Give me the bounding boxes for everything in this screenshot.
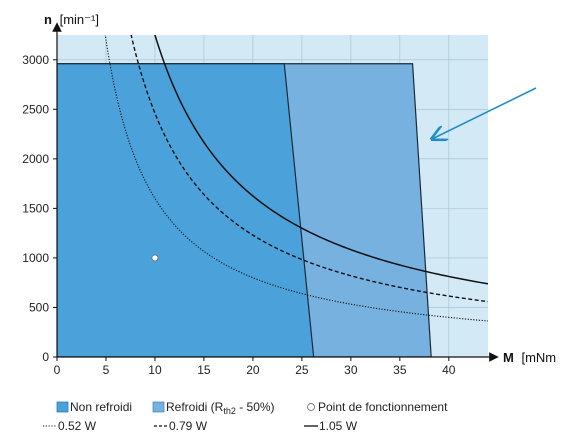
curve-1-05-W bbox=[154, 35, 488, 285]
y-tick-label: 1000 bbox=[22, 251, 49, 265]
legend: Non refroidi Refroidi (Rth2 - 50%) Point… bbox=[43, 400, 448, 433]
curve-0-52-W bbox=[104, 35, 488, 322]
legend-swatch-refroidi bbox=[152, 401, 165, 413]
annotation-arrow bbox=[432, 87, 537, 139]
x-axis-unit: [mNm bbox=[521, 350, 556, 365]
x-axis-title: M [mNm bbox=[503, 350, 556, 365]
legend-label-0-52w: 0.52 W bbox=[58, 419, 97, 433]
operating-point bbox=[151, 254, 159, 262]
y-axis-title: n [min⁻¹] bbox=[44, 12, 99, 27]
legend-item-0-79w: 0.79 W bbox=[154, 419, 208, 433]
legend-item-0-52w: 0.52 W bbox=[43, 419, 97, 433]
legend-label-0-79w: 0.79 W bbox=[169, 419, 208, 433]
x-tick-label: 35 bbox=[393, 363, 407, 377]
legend-item-non-refroidi: Non refroidi bbox=[56, 400, 132, 414]
x-tick-label: 40 bbox=[442, 363, 456, 377]
legend-item-refroidi: Refroidi (Rth2 - 50%) bbox=[152, 400, 275, 416]
operating-point-group bbox=[151, 254, 159, 262]
y-tick-label: 2000 bbox=[22, 152, 49, 166]
tick-labels: 0 5 10 15 20 25 30 35 40 0 500 1000 1500 2000 2500 3000 bbox=[22, 53, 456, 377]
axes bbox=[52, 22, 499, 362]
x-tick-label: 30 bbox=[344, 363, 358, 377]
x-axis-symbol: M bbox=[503, 350, 514, 365]
y-tick-label: 0 bbox=[42, 350, 49, 364]
y-tick-label: 500 bbox=[29, 300, 49, 314]
y-tick-label: 2500 bbox=[22, 102, 49, 116]
y-axis-symbol: n bbox=[44, 12, 52, 27]
legend-label-non-refroidi: Non refroidi bbox=[70, 400, 132, 414]
power-curves bbox=[104, 35, 488, 322]
y-tick-label: 3000 bbox=[22, 53, 49, 67]
legend-marker-operating-point bbox=[307, 403, 315, 411]
region-non-refroidi bbox=[57, 63, 315, 357]
regions bbox=[57, 63, 432, 357]
x-tick-label: 10 bbox=[148, 363, 162, 377]
legend-item-operating-point: Point de fonctionnement bbox=[307, 400, 448, 414]
y-tick-label: 1500 bbox=[22, 201, 49, 215]
y-axis-unit: [min⁻¹] bbox=[60, 12, 99, 27]
x-tick-label: 25 bbox=[295, 363, 309, 377]
legend-label-1-05w: 1.05 W bbox=[319, 419, 358, 433]
legend-swatch-non-refroidi bbox=[56, 401, 69, 413]
x-tick-label: 20 bbox=[246, 363, 260, 377]
legend-label-operating-point: Point de fonctionnement bbox=[318, 400, 448, 414]
x-tick-label: 0 bbox=[54, 363, 61, 377]
legend-item-1-05w: 1.05 W bbox=[304, 419, 358, 433]
legend-label-refroidi: Refroidi (Rth2 - 50%) bbox=[166, 400, 275, 416]
x-tick-label: 15 bbox=[197, 363, 211, 377]
x-tick-label: 5 bbox=[103, 363, 110, 377]
